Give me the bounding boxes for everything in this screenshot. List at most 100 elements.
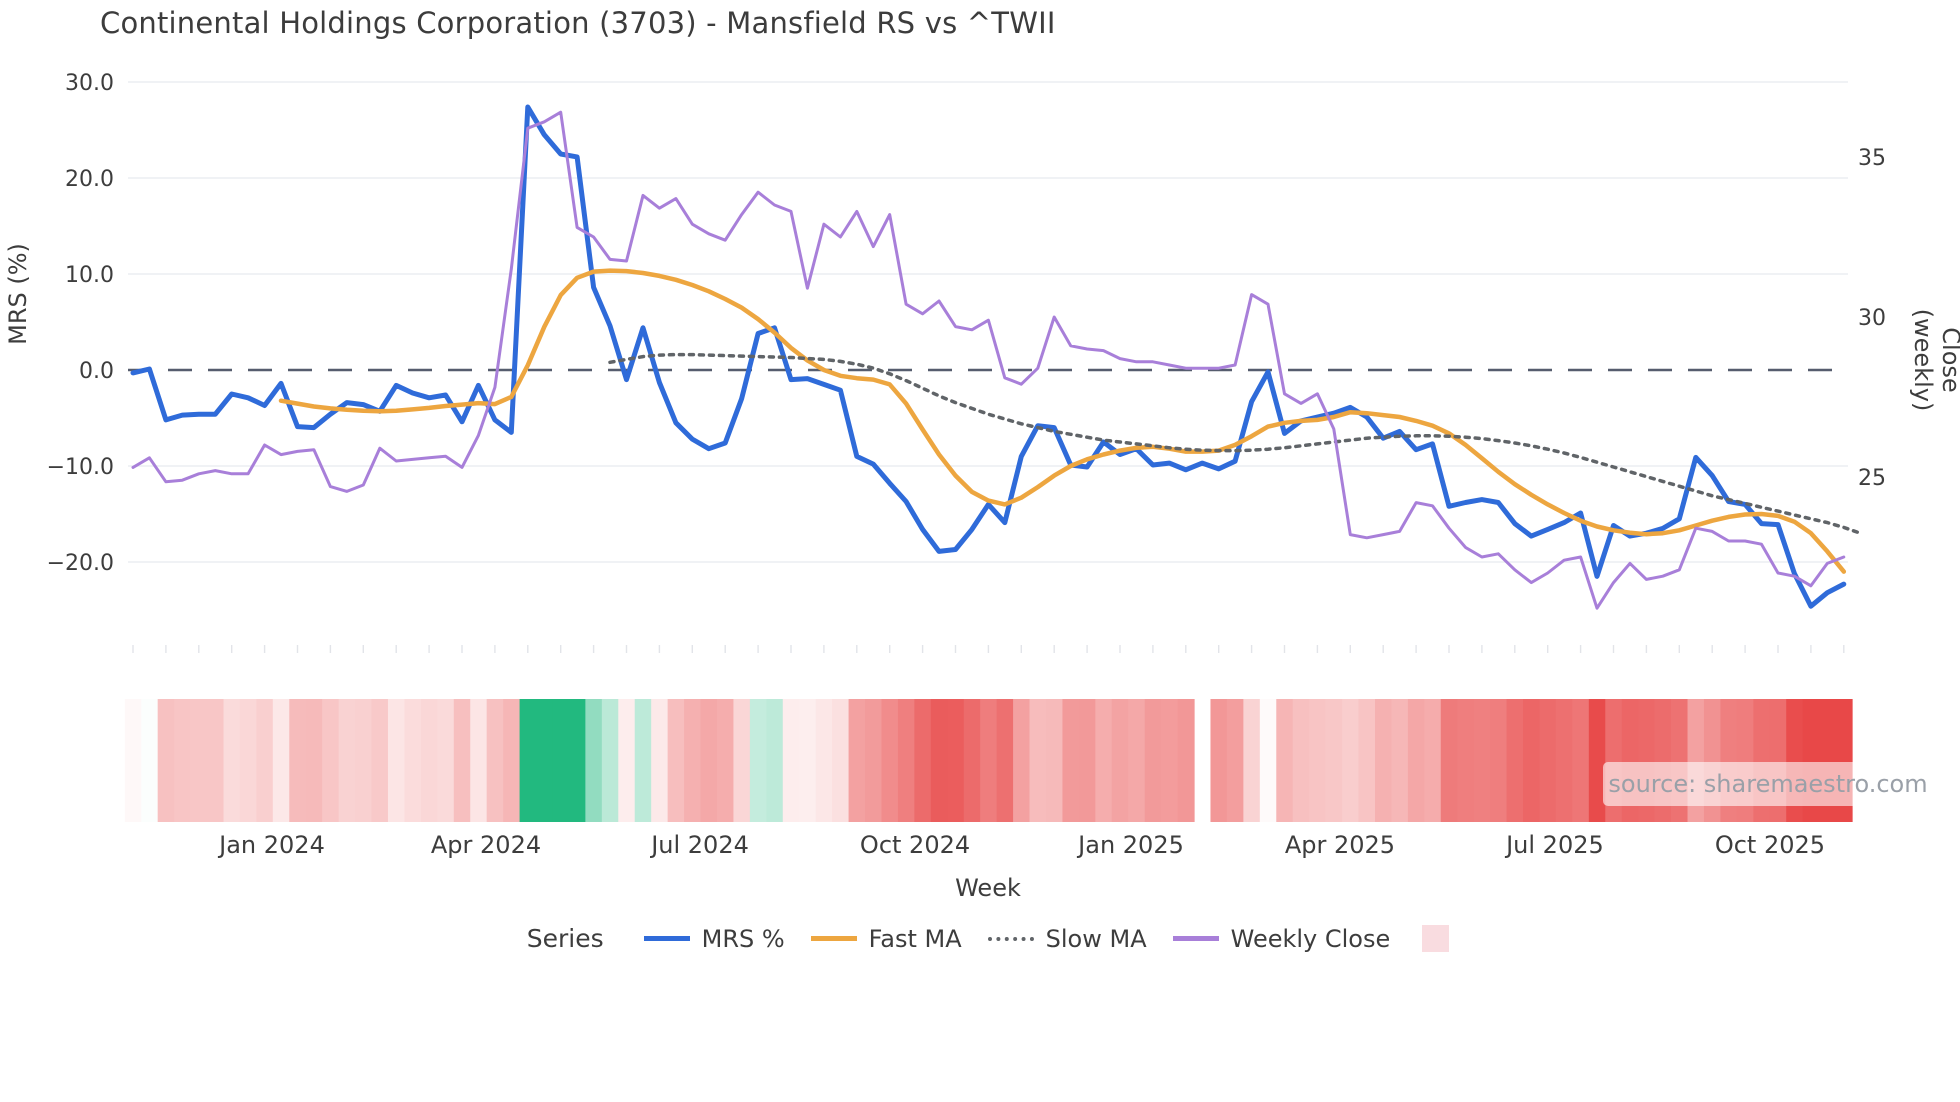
heatmap-cell <box>174 699 192 822</box>
heatmap-cell <box>1128 699 1146 822</box>
x-tick: Jul 2024 <box>649 831 749 859</box>
heatmap-cell <box>1572 699 1590 822</box>
legend-swatch-icon <box>1172 936 1219 941</box>
heatmap-cell <box>585 699 603 822</box>
heatmap-cell <box>157 699 175 822</box>
heatmap-cell <box>1440 699 1458 822</box>
heatmap-cell <box>980 699 998 822</box>
y-tick-right: 35 <box>1858 146 1886 171</box>
y-tick-right: 30 <box>1858 306 1886 331</box>
heatmap-cell <box>1391 699 1409 822</box>
heatmap-cell <box>223 699 241 822</box>
y-tick-left: −20.0 <box>47 551 114 576</box>
heatmap-cell <box>305 699 323 822</box>
heatmap-cell <box>1029 699 1047 822</box>
heatmap-cell <box>1457 699 1475 822</box>
heatmap-cell <box>470 699 488 822</box>
legend-swatch-icon <box>987 936 1034 941</box>
legend: Series MRS % Fast MA Slow MA Weekly Close <box>0 924 1960 953</box>
heatmap-cell <box>420 699 438 822</box>
legend-swatch-icon <box>810 936 857 941</box>
y-tick-left: 20.0 <box>65 167 114 192</box>
heatmap-cell <box>1325 699 1343 822</box>
heatmap-cell <box>1555 699 1573 822</box>
heatmap-cell <box>453 699 471 822</box>
y-tick-left: 0.0 <box>79 359 114 384</box>
legend-item-fast-ma: Fast MA <box>810 924 962 953</box>
legend-swatch-icon <box>643 936 690 941</box>
heatmap-cell <box>618 699 636 822</box>
heatmap-cell <box>1276 699 1294 822</box>
series-line-mrs- <box>130 104 1847 609</box>
heatmap-cell <box>272 699 290 822</box>
heatmap-cell <box>1144 699 1162 822</box>
heatmap-cell <box>865 699 883 822</box>
heatmap-cell <box>190 699 208 822</box>
x-axis-label: Week <box>955 874 1021 902</box>
legend-heatmap-swatch-icon <box>1422 925 1450 952</box>
heatmap-cell <box>124 699 142 822</box>
heatmap-cell <box>963 699 981 822</box>
heatmap-cell <box>684 699 702 822</box>
heatmap-cell <box>832 699 850 822</box>
heatmap-cell <box>289 699 307 822</box>
heatmap-cell <box>914 699 932 822</box>
legend-title: Series <box>526 924 604 953</box>
heatmap-cell <box>667 699 685 822</box>
heatmap-cell <box>1243 699 1261 822</box>
y-axis-label-left: MRS (%) <box>4 243 32 345</box>
x-tick: Oct 2025 <box>1715 831 1825 859</box>
heatmap-cell <box>437 699 455 822</box>
y-tick-left: 10.0 <box>65 263 114 288</box>
heatmap-cell <box>141 699 159 822</box>
heatmap-cell <box>1045 699 1064 822</box>
heatmap-cell <box>1490 699 1508 822</box>
y-tick-left: 30.0 <box>65 71 114 96</box>
x-tick: Jan 2025 <box>1076 831 1184 859</box>
heatmap-cell <box>371 699 389 822</box>
legend-item-slow-ma: Slow MA <box>987 924 1147 953</box>
heatmap-cell <box>947 699 965 822</box>
y-axis-label-right: Close (weekly) <box>1909 308 1960 412</box>
heatmap-cell <box>1523 699 1541 822</box>
heatmap-cell <box>486 699 504 822</box>
heatmap-cell <box>1374 699 1393 822</box>
heatmap-cell <box>1588 699 1606 822</box>
heatmap-cell <box>815 699 833 822</box>
heatmap-cell <box>930 699 948 822</box>
heatmap-cell <box>1292 699 1310 822</box>
x-tick: Oct 2024 <box>860 831 970 859</box>
heatmap-cell <box>1358 699 1376 822</box>
heatmap-cell <box>503 699 521 822</box>
heatmap-cell <box>1539 699 1557 822</box>
heatmap-cell <box>601 699 619 822</box>
legend-item-label: Weekly Close <box>1230 924 1391 953</box>
heatmap-cell <box>700 699 718 822</box>
source-attribution-badge: source: sharemaestro.com <box>1603 762 1933 806</box>
heatmap-cell <box>207 699 225 822</box>
heatmap-cell <box>733 699 751 822</box>
heatmap-cell <box>1177 699 1195 822</box>
heatmap-cell <box>1078 699 1096 822</box>
heatmap-cell <box>799 699 817 822</box>
legend-item-label: MRS % <box>701 924 785 953</box>
series-line-weekly-close <box>131 110 1846 610</box>
heatmap-cell <box>651 699 669 822</box>
heatmap-cell <box>1473 699 1491 822</box>
source-attribution-text: source: sharemaestro.com <box>1608 770 1928 798</box>
x-tick: Jan 2024 <box>217 831 325 859</box>
heatmap-cell <box>1407 699 1425 822</box>
legend-item-label: Fast MA <box>868 924 962 953</box>
heatmap-cell <box>749 699 767 822</box>
heatmap-cell <box>1111 699 1129 822</box>
legend-item-label: Slow MA <box>1045 924 1147 953</box>
heatmap-cell <box>897 699 915 822</box>
heatmap-cell <box>256 699 274 822</box>
heatmap-cell <box>716 699 735 822</box>
page-title: Continental Holdings Corporation (3703) … <box>100 6 1056 40</box>
x-tick: Jul 2025 <box>1504 831 1604 859</box>
heatmap-cell <box>1062 699 1080 822</box>
heatmap-cell <box>848 699 866 822</box>
heatmap-cell <box>387 699 406 822</box>
